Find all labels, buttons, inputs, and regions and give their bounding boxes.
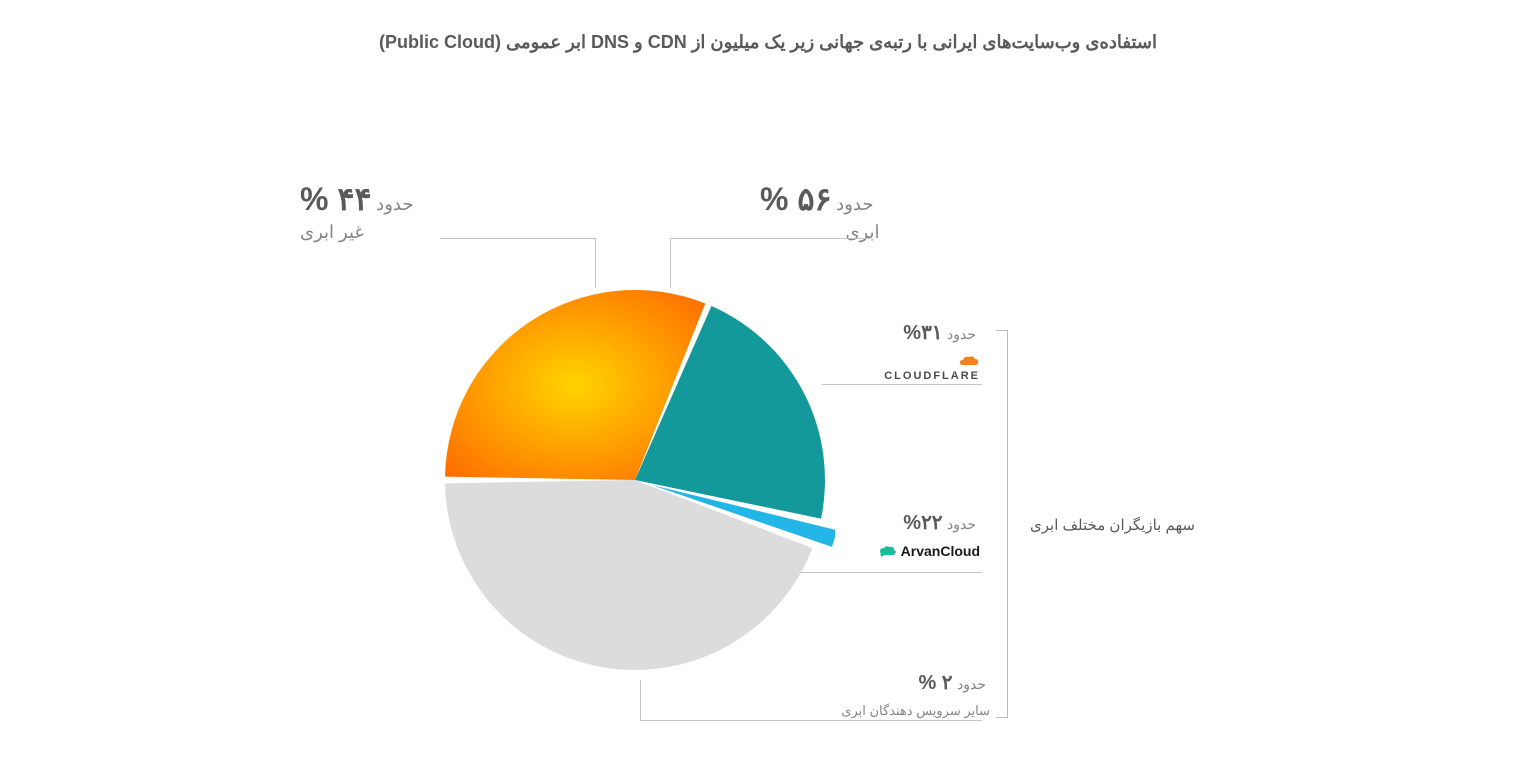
arvancloud-brand: ArvanCloud <box>860 543 980 560</box>
leader-line <box>800 572 982 573</box>
pie-slice-non_cloud <box>445 480 812 670</box>
other-providers-label: سایر سرویس دهندگان ابری <box>830 703 990 719</box>
callout-prefix: حدود <box>376 194 413 214</box>
cloudflare-icon <box>958 355 980 370</box>
callout-cloud: حدود ۵۶ % ابری <box>760 180 879 243</box>
leader-line <box>595 238 596 288</box>
legend-pct: ۳۱% <box>903 322 942 344</box>
legend-prefix: حدود <box>947 326 976 342</box>
arvancloud-label: ArvanCloud <box>901 543 980 559</box>
leader-line <box>640 720 982 721</box>
leader-line <box>640 680 641 720</box>
callout-non-cloud: حدود ۴۴ % غیر ابری <box>300 180 419 243</box>
cloudflare-label: CLOUDFLARE <box>884 370 980 382</box>
grouping-bracket <box>996 330 1008 718</box>
legend-pct: ۲ % <box>918 672 952 694</box>
pie-chart <box>435 280 835 680</box>
leader-line <box>670 238 870 239</box>
callout-pct: ۵۶ % <box>760 181 832 217</box>
legend-pct: ۲۲% <box>903 512 942 534</box>
legend-item-other: حدود ۲ % سایر سرویس دهندگان ابری <box>830 670 990 719</box>
leader-line <box>440 238 595 239</box>
legend-prefix: حدود <box>947 516 976 532</box>
cloudflare-brand: CLOUDFLARE <box>860 355 980 382</box>
callout-sub: ابری <box>760 222 879 243</box>
chart-title: استفاده‌ی وب‌سایت‌های ایرانی با رتبه‌ی ج… <box>0 32 1536 53</box>
arvancloud-icon <box>879 544 897 560</box>
legend-item-cloudflare: حدود ۳۱% CLOUDFLARE <box>860 320 980 382</box>
leader-line <box>822 384 982 385</box>
chart-container: استفاده‌ی وب‌سایت‌های ایرانی با رتبه‌ی ج… <box>0 0 1536 784</box>
callout-sub: غیر ابری <box>300 222 419 243</box>
leader-line <box>670 238 671 288</box>
callout-prefix: حدود <box>836 194 873 214</box>
legend-prefix: حدود <box>957 676 986 692</box>
callout-pct: ۴۴ % <box>300 181 372 217</box>
legend-item-arvancloud: حدود ۲۲% ArvanCloud <box>860 510 980 560</box>
bracket-label: سهم بازیگران مختلف ابری <box>1030 516 1195 534</box>
